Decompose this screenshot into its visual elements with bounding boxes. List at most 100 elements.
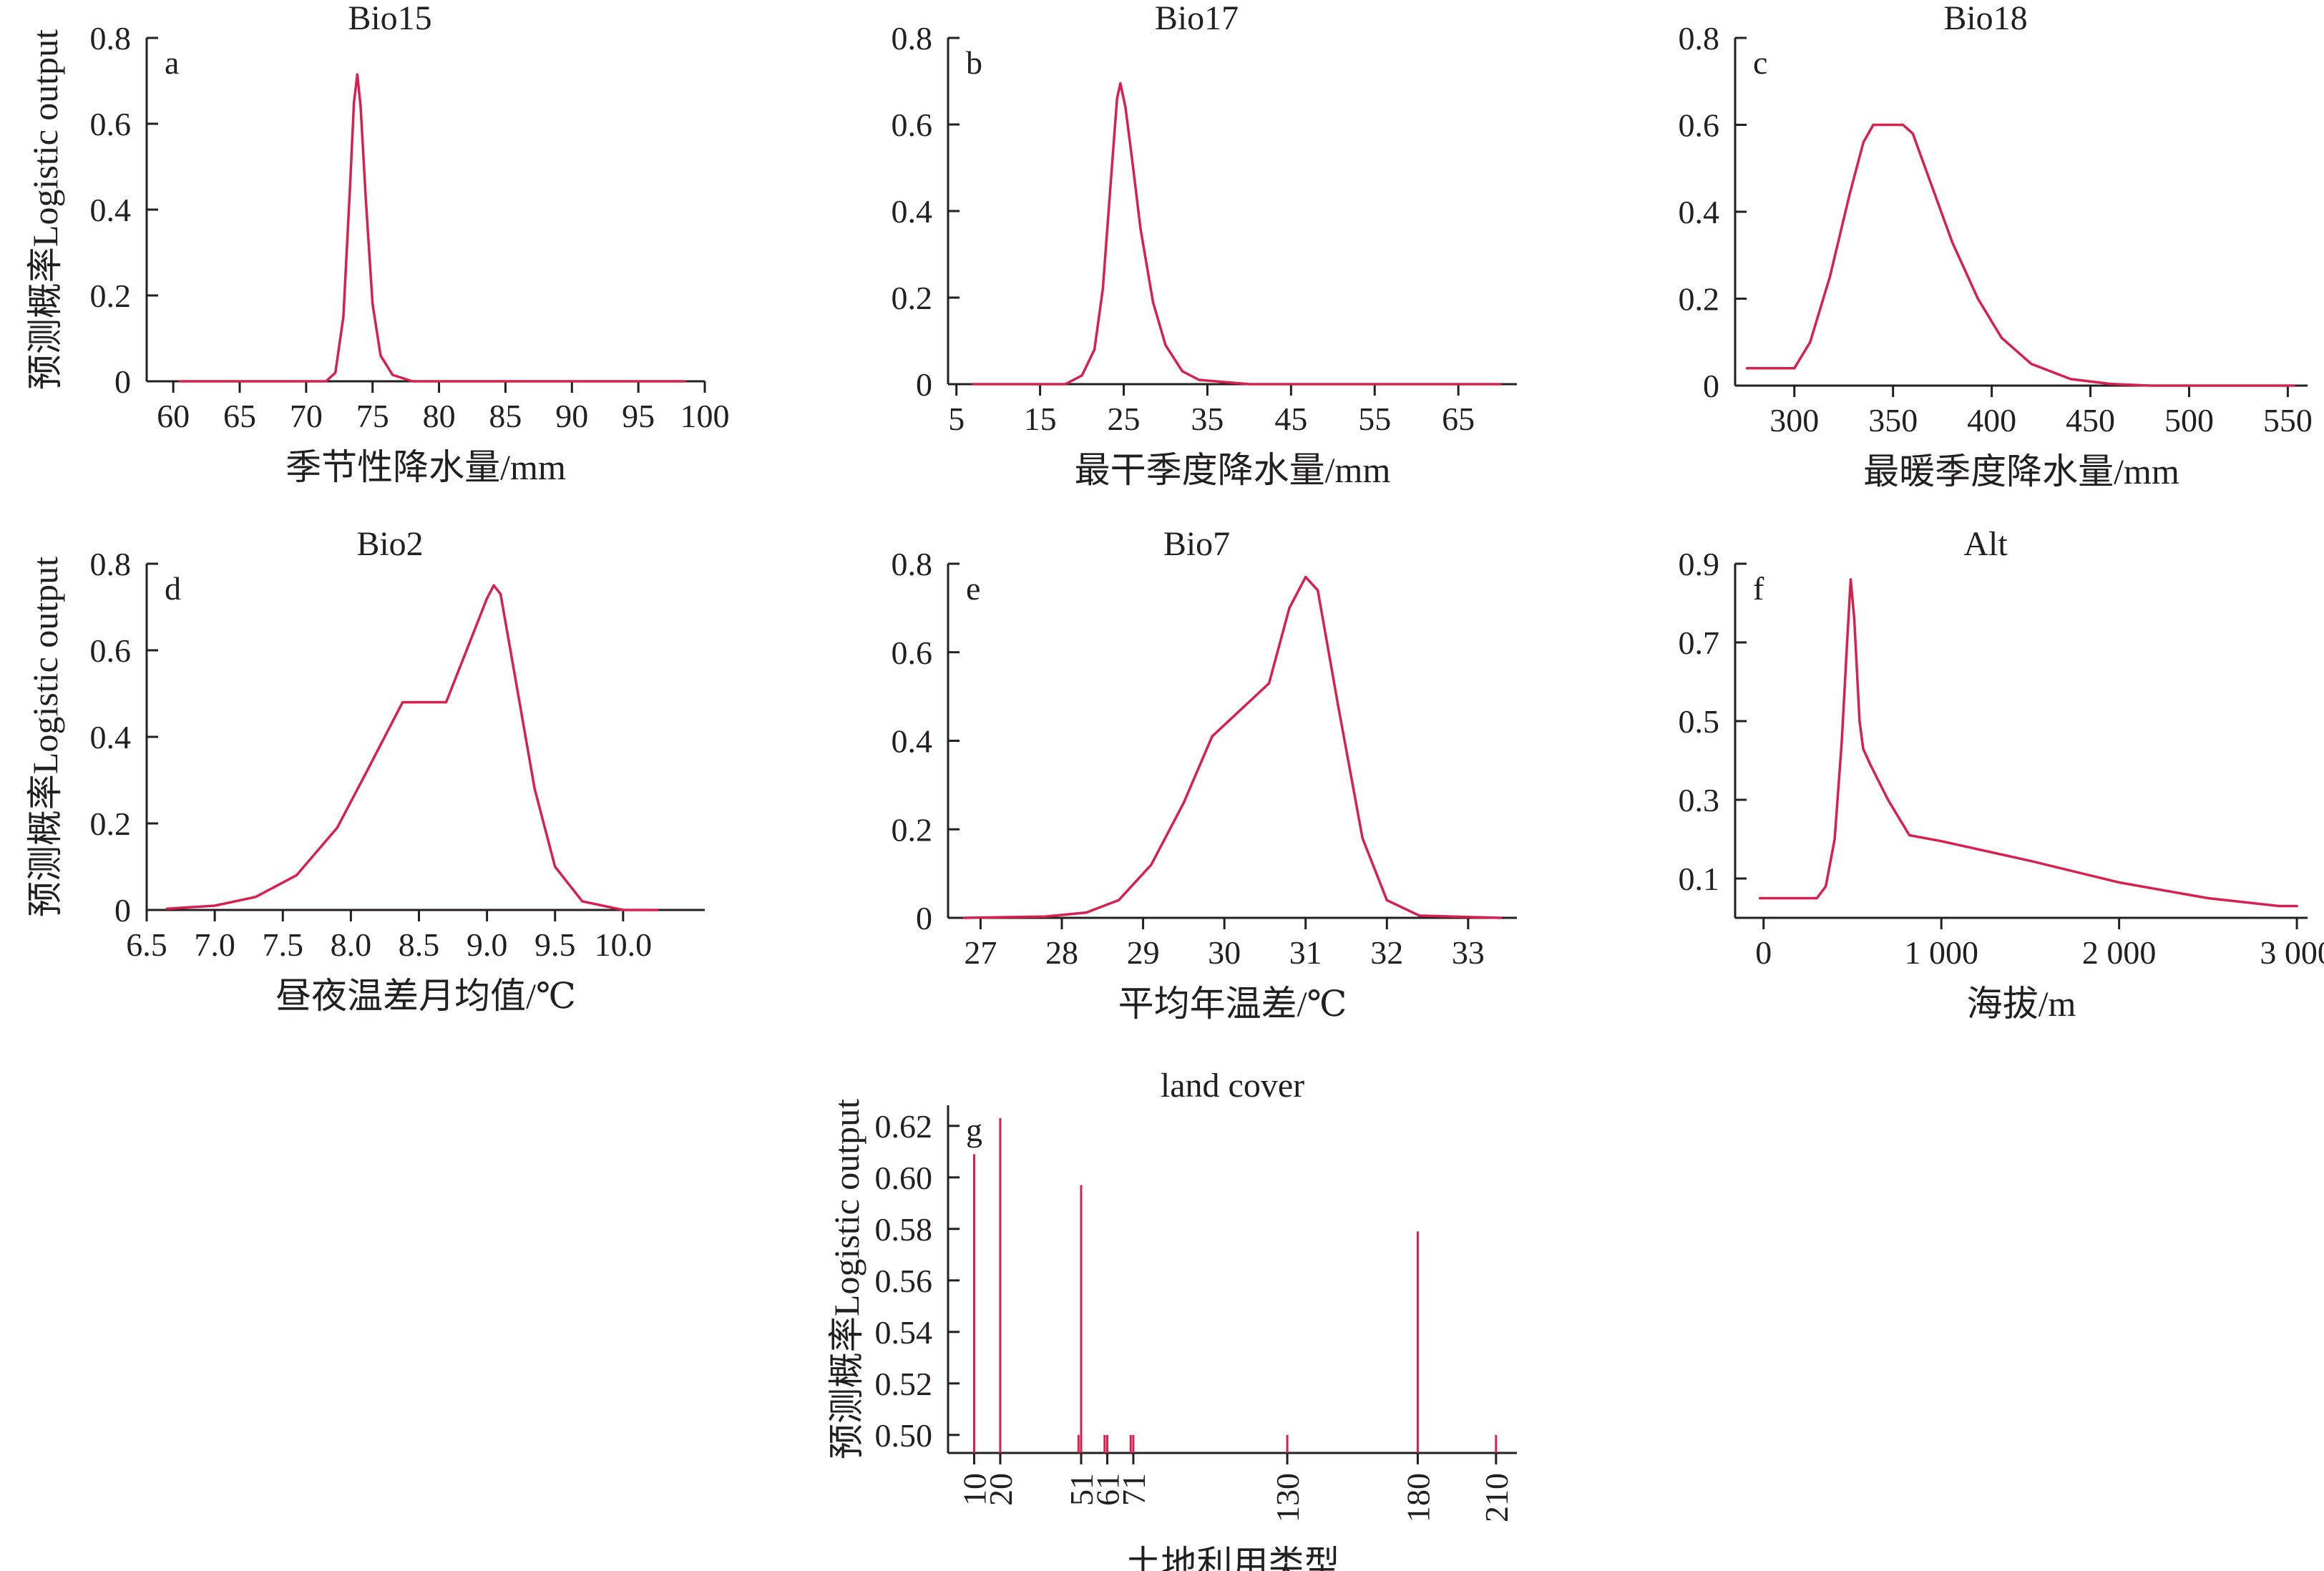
- data-point: [655, 909, 659, 911]
- x-tick-label: 210: [1478, 1473, 1515, 1522]
- y-tick-label: 0.4: [892, 723, 933, 760]
- data-point: [1119, 82, 1122, 85]
- data-point: [1852, 617, 1856, 620]
- x-tick-label: 80: [423, 398, 456, 434]
- data-point: [1317, 589, 1319, 592]
- x-tick-label: 35: [1191, 401, 1224, 437]
- y-tick-label: 0.62: [875, 1108, 933, 1145]
- data-point: [1845, 641, 1849, 644]
- x-tick-label: 10: [956, 1473, 992, 1506]
- x-tick-label: 550: [2263, 402, 2313, 439]
- y-tick-label: 0.1: [1679, 861, 1720, 897]
- data-point: [1848, 193, 1851, 196]
- data-point: [533, 788, 536, 791]
- x-tick-label: 31: [1289, 934, 1322, 971]
- data-point: [486, 597, 489, 600]
- y-tick-label: 0.8: [90, 20, 132, 57]
- data-point: [165, 907, 169, 910]
- data-point: [1951, 240, 1954, 244]
- x-tick-label: 6.5: [126, 926, 167, 963]
- data-point: [1093, 348, 1096, 351]
- data-point: [465, 649, 468, 652]
- y-tick-label: 0.4: [1679, 194, 1720, 230]
- x-tick-label: 27: [964, 934, 997, 971]
- x-tick-label: 9.5: [534, 926, 576, 963]
- data-point: [1499, 383, 1502, 386]
- response-curve: [962, 575, 1503, 919]
- data-point: [2109, 382, 2111, 386]
- x-axis-label: 最暖季度降水量/mm: [1863, 451, 2179, 491]
- data-point: [1908, 833, 1911, 837]
- x-tick-label: 450: [2066, 402, 2115, 439]
- data-point: [1110, 175, 1113, 178]
- data-point: [1150, 863, 1153, 866]
- data-point: [1080, 374, 1083, 377]
- data-point: [1840, 739, 1843, 743]
- data-point: [1869, 763, 1872, 766]
- chart-panel-a: 0 0.2 0.4 0.6 0.8 60 65 70 75 80 85 90 95 100 Bio15 a 季节…: [25, 0, 730, 487]
- x-tick-label: 5: [948, 401, 965, 437]
- x-axis-label: 季节性降水量/mm: [285, 447, 566, 487]
- x-tick-label: 15: [1024, 401, 1057, 437]
- response-curve: [972, 82, 1502, 386]
- data-point: [379, 354, 382, 357]
- x-tick-label: 51: [1063, 1473, 1100, 1506]
- chart-panel-c: 0 0.2 0.4 0.6 0.8 300 350 400 450 500 550 Bio18 c 最暖季…: [1679, 0, 2313, 491]
- x-tick-label: 29: [1127, 934, 1160, 971]
- data-point: [513, 670, 516, 673]
- x-tick-label: 32: [1370, 934, 1403, 971]
- data-point: [499, 592, 502, 595]
- x-tick-label: 7.5: [262, 926, 303, 963]
- data-point: [2030, 363, 2033, 366]
- data-point: [1901, 123, 1905, 127]
- data-point: [683, 380, 686, 383]
- y-tick-label: 0.2: [90, 278, 132, 314]
- y-tick-label: 0: [114, 892, 131, 929]
- data-point: [1361, 837, 1364, 840]
- x-tick-label: 60: [157, 398, 190, 434]
- panel-title: Bio17: [1155, 0, 1239, 37]
- x-tick-label: 7.0: [194, 926, 235, 963]
- x-tick-label: 61: [1089, 1473, 1126, 1506]
- x-tick-label: 70: [290, 398, 323, 434]
- panel-title: land cover: [1161, 1067, 1304, 1105]
- data-point: [2148, 384, 2151, 387]
- chart-panel-b: 0 0.2 0.4 0.6 0.8 5 15 25 35 45 55 65 Bio17 b 最干季度降水量/…: [892, 0, 1517, 490]
- data-point: [1164, 343, 1167, 347]
- y-tick-label: 0.54: [875, 1314, 933, 1351]
- x-axis-label: 土地利用类型: [1126, 1544, 1340, 1571]
- data-point: [1793, 367, 1796, 370]
- data-point: [972, 383, 975, 386]
- data-point: [1849, 578, 1852, 581]
- x-tick-label: 8.0: [331, 926, 372, 963]
- data-point: [1976, 297, 1979, 300]
- y-tick-label: 0: [916, 366, 932, 403]
- x-tick-label: 30: [1208, 934, 1241, 971]
- data-point: [554, 865, 557, 868]
- data-point: [353, 101, 356, 104]
- y-tick-label: 0.6: [892, 635, 933, 671]
- x-axis-label: 最干季度降水量/mm: [1075, 450, 1391, 490]
- y-tick-label: 0.7: [1679, 625, 1720, 661]
- data-point: [581, 900, 584, 903]
- data-point: [1239, 708, 1242, 711]
- data-point: [336, 826, 338, 829]
- data-point: [1815, 896, 1818, 900]
- data-point: [401, 701, 404, 704]
- data-point: [1499, 916, 1502, 919]
- y-tick-label: 0.8: [892, 20, 933, 57]
- data-point: [1211, 735, 1214, 738]
- panel-title: Bio15: [348, 0, 431, 37]
- data-point: [1825, 885, 1827, 888]
- y-tick-label: 0: [1703, 368, 1719, 404]
- data-point: [1268, 682, 1271, 685]
- data-point: [622, 909, 625, 911]
- data-point: [1044, 915, 1047, 918]
- x-tick-label: 8.5: [399, 926, 440, 963]
- data-point: [1828, 275, 1832, 278]
- chart-panel-e: 0 0.2 0.4 0.6 0.8 27 28 29 30 31 32 33 Bio7 e 平均年温差/℃: [892, 525, 1517, 1024]
- y-tick-label: 0.2: [90, 806, 132, 842]
- x-tick-label: 28: [1045, 934, 1078, 971]
- data-point: [1911, 132, 1914, 135]
- data-point: [1385, 899, 1388, 901]
